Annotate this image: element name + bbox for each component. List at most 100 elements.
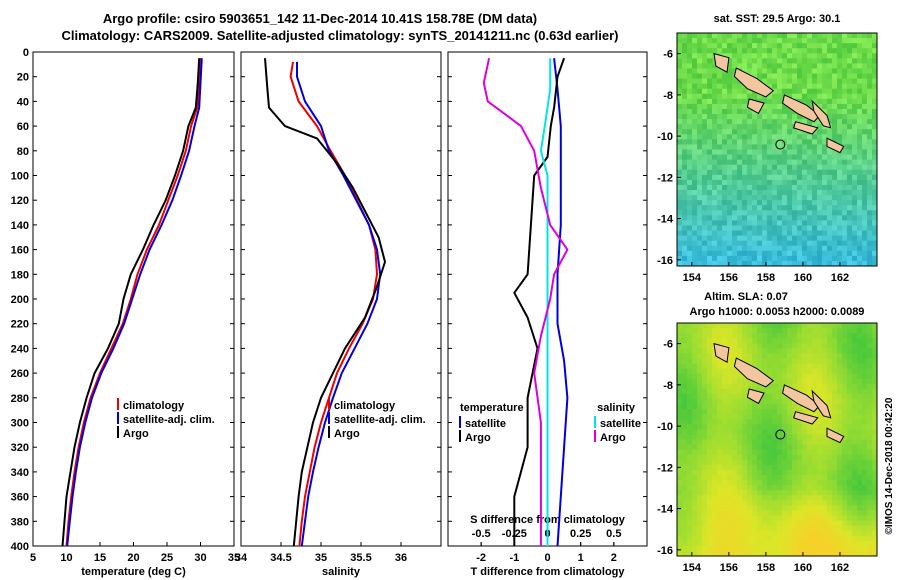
heatmap-cell xyxy=(777,195,783,201)
heatmap-cell xyxy=(847,449,853,456)
heatmap-cell xyxy=(752,540,758,547)
heatmap-cell xyxy=(842,323,848,329)
heatmap-cell xyxy=(687,439,693,445)
heatmap-cell xyxy=(697,515,703,521)
heatmap-cell xyxy=(782,260,788,267)
heatmap-cell xyxy=(692,103,698,110)
heatmap-cell xyxy=(817,333,823,339)
heatmap-cell xyxy=(727,215,733,221)
heatmap-cell xyxy=(702,358,708,364)
heatmap-cell xyxy=(707,550,713,557)
heatmap-cell xyxy=(687,235,693,242)
heatmap-cell xyxy=(712,134,718,140)
y-tick-label: 20 xyxy=(17,72,29,84)
heatmap-cell xyxy=(857,348,863,354)
heatmap-cell xyxy=(812,38,818,44)
heatmap-cell xyxy=(762,250,768,257)
heatmap-cell xyxy=(712,33,718,39)
heatmap-cell xyxy=(777,393,783,400)
heatmap-cell xyxy=(867,119,873,125)
heatmap-cell xyxy=(682,434,688,440)
heatmap-cell xyxy=(687,495,693,501)
map-y-tick-label: -16 xyxy=(657,255,673,267)
heatmap-cell xyxy=(822,78,828,85)
x-axis-label: salinity xyxy=(322,566,361,578)
heatmap-cell xyxy=(857,169,863,176)
heatmap-cell xyxy=(872,129,878,135)
heatmap-cell xyxy=(772,439,778,445)
heatmap-cell xyxy=(872,520,878,527)
heatmap-cell xyxy=(842,200,848,206)
heatmap-cell xyxy=(852,260,858,267)
heatmap-cell xyxy=(717,424,723,430)
heatmap-cell xyxy=(797,200,803,206)
heatmap-cell xyxy=(872,184,878,191)
heatmap-cell xyxy=(777,210,783,216)
heatmap-cell xyxy=(837,414,843,420)
heatmap-cell xyxy=(727,245,733,252)
heatmap-cell xyxy=(732,48,738,54)
heatmap-cell xyxy=(847,429,853,435)
heatmap-cell xyxy=(842,414,848,420)
heatmap-cell xyxy=(742,139,748,145)
heatmap-cell xyxy=(837,73,843,79)
heatmap-cell xyxy=(702,93,708,100)
heatmap-cell xyxy=(692,205,698,211)
heatmap-cell xyxy=(772,33,778,39)
heatmap-cell xyxy=(722,190,728,196)
heatmap-cell xyxy=(852,449,858,456)
heatmap-cell xyxy=(787,93,793,100)
heatmap-cell xyxy=(757,474,763,481)
heatmap-cell xyxy=(707,398,713,405)
heatmap-cell xyxy=(687,500,693,506)
heatmap-cell xyxy=(782,38,788,44)
heatmap-cell xyxy=(767,550,773,557)
heatmap-cell xyxy=(772,530,778,537)
heatmap-cell xyxy=(692,510,698,516)
heatmap-cell xyxy=(837,179,843,186)
heatmap-cell xyxy=(712,510,718,516)
heatmap-cell xyxy=(702,179,708,186)
heatmap-cell xyxy=(872,353,878,359)
heatmap-cell xyxy=(847,220,853,226)
heatmap-cell xyxy=(727,328,733,334)
heatmap-cell xyxy=(772,78,778,85)
heatmap-cell xyxy=(712,368,718,375)
heatmap-cell xyxy=(737,444,743,451)
heatmap-cell xyxy=(827,424,833,430)
heatmap-cell xyxy=(807,190,813,196)
heatmap-cell xyxy=(857,93,863,100)
heatmap-cell xyxy=(722,43,728,49)
heatmap-cell xyxy=(762,480,768,486)
heatmap-cell xyxy=(807,119,813,125)
heatmap-cell xyxy=(812,388,818,395)
heatmap-cell xyxy=(682,404,688,410)
heatmap-cell xyxy=(772,184,778,191)
heatmap-cell xyxy=(697,510,703,516)
heatmap-cell xyxy=(717,149,723,155)
heatmap-cell xyxy=(697,530,703,537)
heatmap-cell xyxy=(777,328,783,334)
heatmap-cell xyxy=(687,245,693,252)
heatmap-cell xyxy=(767,424,773,430)
heatmap-cell xyxy=(702,103,708,110)
heatmap-cell xyxy=(872,495,878,501)
heatmap-cell xyxy=(782,205,788,211)
heatmap-cell xyxy=(842,164,848,171)
heatmap-cell xyxy=(692,129,698,135)
heatmap-cell xyxy=(727,205,733,211)
heatmap-cell xyxy=(852,73,858,79)
title-line-2: Climatology: CARS2009. Satellite-adjuste… xyxy=(61,28,619,43)
heatmap-cell xyxy=(842,210,848,216)
heatmap-cell xyxy=(822,68,828,74)
heatmap-cell xyxy=(782,545,788,552)
heatmap-cell xyxy=(682,63,688,69)
heatmap-cell xyxy=(757,210,763,216)
heatmap-cell xyxy=(732,510,738,516)
heatmap-cell xyxy=(827,323,833,329)
heatmap-cell xyxy=(752,134,758,140)
heatmap-cell xyxy=(717,459,723,466)
heatmap-cell xyxy=(797,93,803,100)
heatmap-cell xyxy=(677,434,683,440)
heatmap-cell xyxy=(862,124,868,130)
